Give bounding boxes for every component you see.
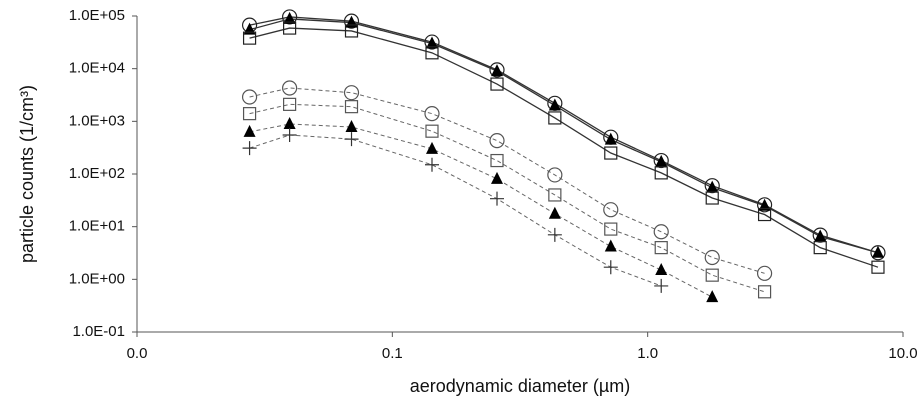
point	[242, 107, 257, 121]
point	[343, 13, 360, 29]
point	[283, 116, 296, 129]
point	[706, 180, 719, 193]
y-tick-label: 1.0E+05	[69, 7, 125, 24]
point	[424, 106, 440, 122]
point	[603, 260, 618, 275]
point	[241, 89, 258, 105]
point	[283, 21, 297, 35]
point	[653, 152, 669, 169]
x-axis-title: aerodynamic diameter (µm)	[410, 376, 630, 396]
point	[604, 132, 617, 145]
point	[490, 77, 504, 91]
point	[344, 24, 359, 38]
point	[758, 198, 771, 211]
point	[282, 128, 297, 143]
x-tick-label: 1.0	[637, 345, 658, 362]
series-line	[249, 123, 713, 298]
point	[345, 120, 358, 133]
point	[756, 265, 773, 281]
point	[425, 36, 438, 49]
point	[547, 227, 562, 242]
point	[242, 141, 257, 156]
point	[603, 202, 619, 218]
point	[490, 191, 505, 206]
point	[491, 171, 504, 184]
point	[548, 206, 561, 219]
x-tick-label: 0.0	[127, 345, 148, 362]
point	[705, 191, 719, 205]
point	[424, 157, 439, 172]
point	[425, 46, 439, 60]
point	[757, 285, 772, 299]
point	[871, 260, 885, 274]
point	[653, 224, 669, 240]
point	[704, 178, 720, 194]
y-tick-label: 1.0E+02	[69, 165, 125, 182]
point	[489, 133, 505, 149]
point	[655, 263, 668, 276]
point	[548, 111, 562, 125]
point	[705, 268, 719, 282]
y-tick-label: 1.0E+00	[69, 270, 125, 287]
point	[654, 278, 669, 293]
point	[425, 124, 439, 138]
point	[814, 229, 827, 242]
point	[547, 167, 563, 183]
x-tick-label: 10.0	[888, 345, 917, 362]
y-tick-label: 1.0E+01	[69, 218, 125, 235]
point	[242, 31, 257, 45]
point	[344, 100, 359, 114]
point	[489, 62, 505, 78]
point	[548, 98, 561, 111]
point	[343, 85, 360, 101]
y-tick-label: 1.0E+04	[69, 60, 125, 77]
point	[604, 146, 618, 160]
point	[283, 11, 296, 24]
point	[604, 222, 618, 236]
point	[757, 207, 772, 222]
y-tick-label: 1.0E+03	[69, 112, 125, 129]
series-line	[249, 27, 879, 268]
point	[344, 132, 359, 147]
x-tick-label: 0.1	[382, 345, 403, 362]
y-axis-title: particle counts (1/cm³)	[17, 85, 37, 263]
point	[604, 239, 617, 252]
point	[282, 9, 298, 25]
point	[654, 166, 668, 180]
series-line	[249, 103, 765, 293]
point	[655, 154, 668, 167]
point	[283, 97, 297, 111]
point	[548, 188, 562, 202]
point	[491, 64, 504, 77]
point	[813, 241, 827, 255]
point	[490, 153, 504, 168]
point	[425, 141, 438, 154]
series-line	[249, 16, 879, 254]
point	[654, 241, 668, 255]
point	[243, 124, 256, 137]
point	[706, 290, 719, 303]
point	[756, 197, 773, 213]
series-line	[249, 134, 662, 287]
point	[704, 249, 720, 266]
series-line	[249, 87, 765, 274]
point	[282, 80, 298, 96]
point	[871, 245, 884, 258]
y-tick-label: 1.0E-01	[72, 323, 125, 340]
series-line	[249, 18, 879, 254]
